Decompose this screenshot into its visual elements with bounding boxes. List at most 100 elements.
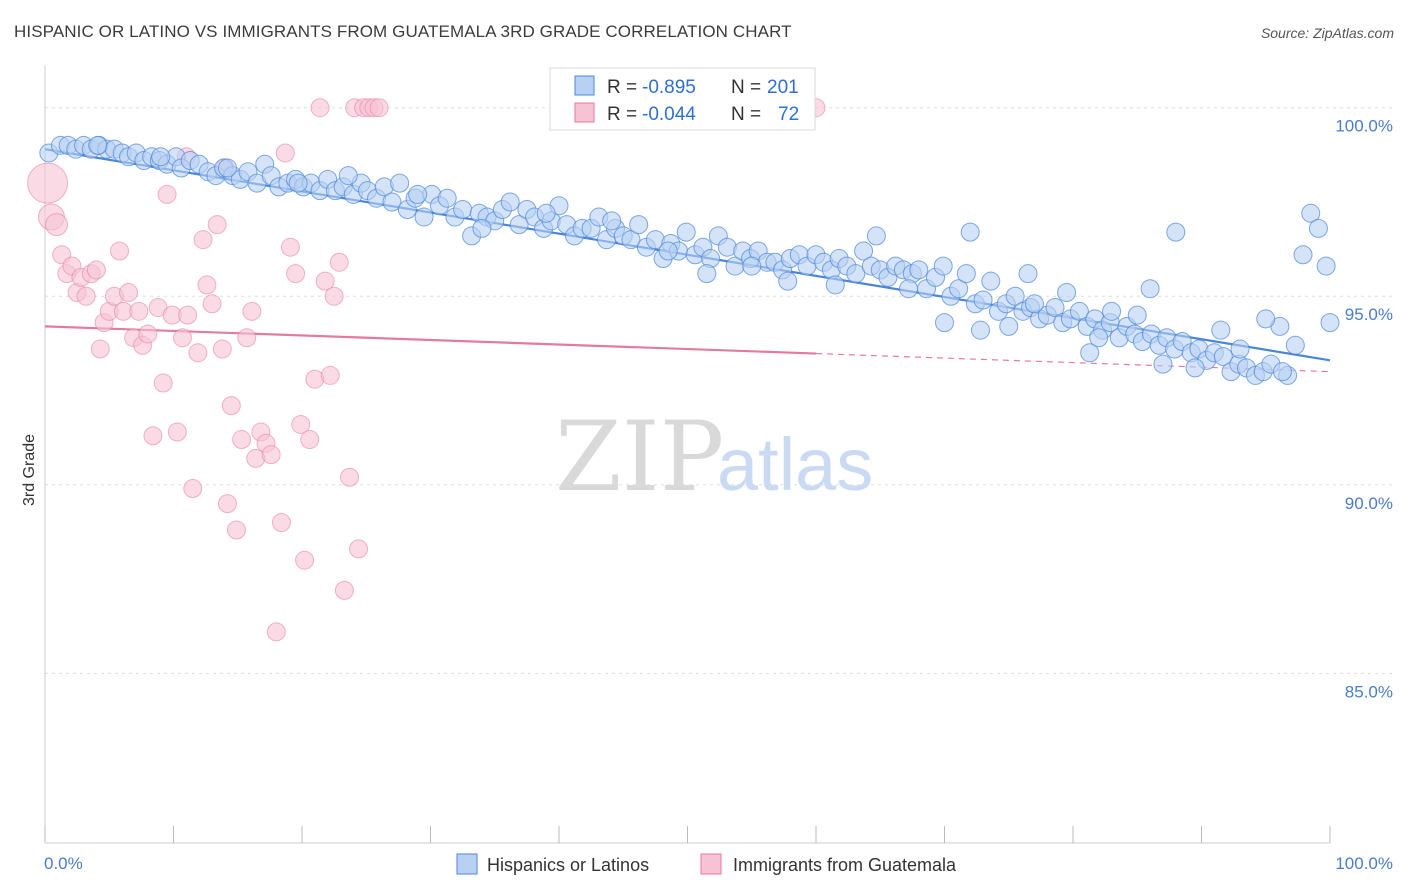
bottom-legend-label-hispanic: Hispanics or Latinos — [487, 855, 649, 875]
hispanic-point — [1308, 218, 1328, 238]
guatemala-point — [226, 520, 246, 540]
hispanic-point — [1320, 313, 1340, 333]
hispanic-point — [1024, 294, 1044, 314]
hispanic-point — [1080, 343, 1100, 363]
hispanic-point — [899, 279, 919, 299]
hispanic-point — [1272, 362, 1292, 382]
hispanic-point — [88, 135, 108, 155]
legend-r-label-1: R = — [607, 77, 637, 98]
legend-swatch-blue — [574, 75, 595, 96]
hispanic-point — [408, 184, 428, 204]
hispanic-point — [970, 320, 990, 340]
hispanic-point — [629, 215, 649, 235]
guatemala-point — [271, 512, 291, 532]
hispanic-point — [1166, 222, 1186, 242]
guatemala-point — [349, 539, 369, 559]
hispanic-point — [1089, 328, 1109, 348]
guatemala-point — [76, 286, 96, 306]
legend-n-label-1: N = — [731, 77, 761, 98]
guatemala-point — [143, 426, 163, 446]
hispanic-point — [1140, 279, 1160, 299]
hispanic-point — [658, 241, 678, 261]
guatemala-point — [242, 301, 262, 321]
hispanic-point — [1293, 245, 1313, 265]
hispanic-point — [1057, 282, 1077, 302]
hispanic-point — [949, 279, 969, 299]
guatemala-point — [45, 213, 69, 237]
guatemala-point — [237, 328, 257, 348]
y-tick-label: 85.0% — [1345, 682, 1393, 701]
guatemala-point — [232, 430, 252, 450]
hispanic-point — [933, 256, 953, 276]
hispanic-point — [1256, 309, 1276, 329]
legend-n-label-2: N = — [731, 104, 761, 125]
guatemala-point — [119, 282, 139, 302]
guatemala-point — [369, 98, 389, 118]
bottom-legend-label-guatemala: Immigrants from Guatemala — [733, 855, 957, 875]
bottom-legend-swatch-pink — [700, 853, 722, 875]
guatemala-point — [310, 98, 330, 118]
legend-n-value-2: 72 — [778, 104, 799, 125]
guatemala-point — [340, 467, 360, 487]
hispanic-point — [453, 200, 473, 220]
hispanic-point — [866, 226, 886, 246]
hispanic-point — [437, 188, 457, 208]
guatemala-point — [207, 215, 227, 235]
hispanic-point — [288, 173, 308, 193]
guatemala-point — [86, 260, 106, 280]
hispanic-point — [697, 264, 717, 284]
hispanic-point — [1069, 301, 1089, 321]
hispanic-point — [825, 275, 845, 295]
hispanic-point — [1230, 339, 1250, 359]
x-tick-label-min: 0.0% — [44, 854, 83, 873]
source-label: Source: ZipAtlas.com — [1260, 25, 1394, 41]
guatemala-point — [334, 580, 354, 600]
bottom-legend-swatch-blue — [456, 853, 478, 875]
guatemala-point — [167, 422, 187, 442]
hispanic-point — [1316, 256, 1336, 276]
hispanic-point — [854, 241, 874, 261]
hispanic-point — [536, 203, 556, 223]
guatemala-point — [212, 339, 232, 359]
guatemala-point — [300, 430, 320, 450]
guatemala-point — [329, 252, 349, 272]
hispanic-point — [742, 256, 762, 276]
hispanic-point — [960, 222, 980, 242]
hispanic-point — [602, 211, 622, 231]
hispanic-point — [382, 192, 402, 212]
hispanic-point — [1127, 305, 1147, 325]
guatemala-point — [261, 445, 281, 465]
guatemala-point — [280, 237, 300, 257]
y-axis-label: 3rd Grade — [21, 434, 38, 506]
hispanic-point — [846, 264, 866, 284]
guatemala-point — [129, 301, 149, 321]
hispanic-point — [956, 264, 976, 284]
hispanic-point — [621, 230, 641, 250]
hispanic-point — [1045, 298, 1065, 318]
legend-swatch-pink — [574, 102, 595, 123]
series-legend: Hispanics or Latinos Immigrants from Gua… — [456, 853, 957, 875]
guatemala-point — [197, 275, 217, 295]
hispanic-point — [1301, 203, 1321, 223]
guatemala-point — [291, 414, 311, 434]
hispanic-point — [1285, 335, 1305, 355]
hispanic-point — [217, 158, 237, 178]
y-tick-label: 90.0% — [1345, 494, 1393, 513]
guatemala-point — [193, 230, 213, 250]
x-tick-label-max: 100.0% — [1335, 854, 1393, 873]
axes — [44, 66, 1331, 844]
hispanic-point — [676, 222, 696, 242]
hispanic-point — [472, 218, 492, 238]
legend-r-label-2: R = — [607, 104, 637, 125]
hispanic-point — [999, 316, 1019, 336]
y-tick-label: 95.0% — [1345, 305, 1393, 324]
chart-title: HISPANIC OR LATINO VS IMMIGRANTS FROM GU… — [14, 22, 792, 41]
guatemala-point — [90, 339, 110, 359]
hispanic-point — [151, 147, 171, 167]
hispanic-point — [935, 313, 954, 333]
legend-n-value-1: 201 — [767, 77, 799, 98]
guatemala-point — [178, 305, 198, 325]
legend-r-value-1: -0.895 — [642, 77, 696, 98]
y-tick-label: 100.0% — [1335, 117, 1393, 136]
